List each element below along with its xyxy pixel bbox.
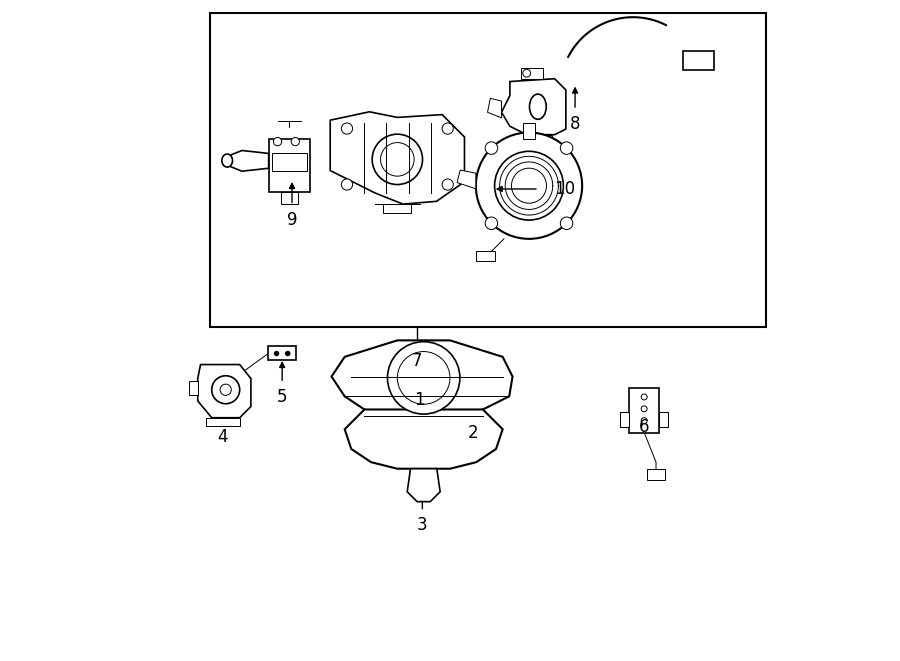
Text: 4: 4: [218, 428, 229, 446]
Circle shape: [381, 143, 414, 176]
Polygon shape: [227, 151, 269, 171]
Bar: [220, 383, 238, 394]
Circle shape: [442, 123, 454, 134]
Circle shape: [641, 406, 647, 412]
Bar: [629, 388, 659, 432]
Bar: [511, 135, 519, 143]
Text: 10: 10: [554, 180, 575, 198]
Ellipse shape: [222, 154, 232, 167]
Bar: [189, 381, 198, 395]
Circle shape: [220, 384, 231, 395]
Text: 3: 3: [417, 516, 428, 534]
Bar: [476, 251, 495, 260]
Text: 9: 9: [287, 211, 297, 229]
Circle shape: [388, 342, 460, 414]
Polygon shape: [281, 192, 298, 204]
Bar: [272, 153, 307, 171]
Text: 7: 7: [412, 352, 422, 369]
Polygon shape: [407, 469, 440, 502]
Circle shape: [485, 142, 498, 155]
Text: 5: 5: [277, 389, 287, 407]
Circle shape: [373, 134, 422, 184]
Circle shape: [442, 179, 454, 190]
Circle shape: [292, 137, 300, 145]
Circle shape: [274, 137, 282, 145]
Text: 6: 6: [639, 418, 650, 436]
Circle shape: [397, 352, 450, 405]
Polygon shape: [457, 170, 476, 189]
Bar: [383, 204, 411, 213]
Circle shape: [523, 69, 531, 77]
Circle shape: [641, 394, 647, 400]
Bar: [647, 469, 665, 480]
Bar: [268, 346, 296, 360]
Bar: [534, 135, 541, 143]
Polygon shape: [345, 409, 503, 469]
Bar: [206, 418, 239, 426]
Polygon shape: [330, 112, 464, 204]
Ellipse shape: [529, 94, 546, 119]
Circle shape: [495, 151, 563, 220]
Circle shape: [641, 418, 647, 424]
Circle shape: [285, 351, 290, 356]
Polygon shape: [198, 365, 251, 418]
Circle shape: [561, 217, 572, 229]
Circle shape: [511, 168, 546, 203]
Bar: [269, 139, 310, 192]
Bar: [210, 13, 766, 327]
Text: 1: 1: [414, 391, 425, 409]
Bar: [620, 412, 629, 426]
Bar: [521, 67, 544, 79]
Text: 8: 8: [570, 114, 580, 133]
Bar: [659, 412, 668, 426]
Text: 2: 2: [468, 424, 479, 442]
Polygon shape: [488, 98, 501, 118]
Polygon shape: [501, 79, 566, 135]
Polygon shape: [331, 340, 512, 416]
Bar: [523, 123, 536, 139]
Bar: [683, 51, 714, 70]
Circle shape: [341, 179, 353, 190]
Circle shape: [274, 351, 279, 356]
Circle shape: [341, 123, 353, 134]
Circle shape: [212, 375, 239, 404]
Circle shape: [476, 133, 582, 239]
Circle shape: [485, 217, 498, 229]
Circle shape: [561, 142, 572, 155]
Bar: [544, 135, 553, 143]
Bar: [522, 135, 530, 143]
